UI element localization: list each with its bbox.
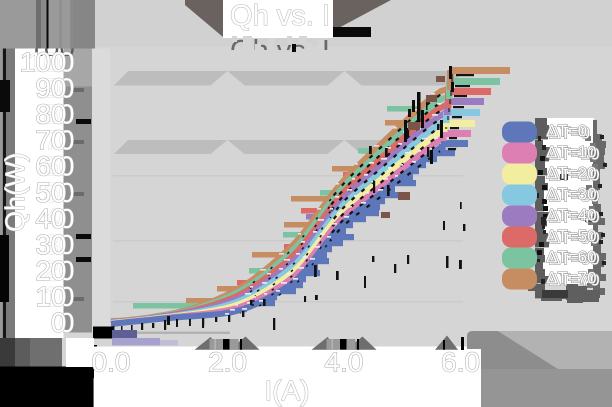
- svg-text:I(A): I(A): [264, 375, 309, 406]
- svg-text:20: 20: [35, 255, 66, 286]
- svg-text:ΔT=0: ΔT=0: [546, 122, 587, 141]
- svg-text:0: 0: [51, 307, 67, 338]
- svg-text:ΔT=40: ΔT=40: [546, 206, 597, 225]
- svg-text:ΔT=30: ΔT=30: [546, 185, 597, 204]
- svg-text:100: 100: [28, 47, 75, 78]
- svg-text:10: 10: [35, 281, 66, 312]
- svg-text:ΔT=60: ΔT=60: [546, 248, 597, 267]
- svg-text:6.0: 6.0: [441, 347, 480, 378]
- svg-text:90: 90: [43, 73, 74, 104]
- svg-text:10: 10: [43, 281, 74, 312]
- svg-text:ΔT=50: ΔT=50: [546, 227, 597, 246]
- svg-text:ΔT=20: ΔT=20: [546, 164, 597, 183]
- svg-text:100: 100: [20, 47, 67, 78]
- svg-text:ΔT=10: ΔT=10: [546, 143, 597, 162]
- svg-text:2.0: 2.0: [208, 347, 247, 378]
- svg-text:50: 50: [35, 177, 66, 208]
- svg-text:4.0: 4.0: [325, 347, 364, 378]
- svg-text:ΔT=20: ΔT=20: [549, 165, 600, 184]
- svg-text:Qh vs. I: Qh vs. I: [230, 0, 330, 32]
- svg-text:70: 70: [35, 125, 66, 156]
- svg-text:60: 60: [43, 151, 74, 182]
- svg-text:30: 30: [35, 229, 66, 260]
- svg-text:40: 40: [43, 203, 74, 234]
- svg-text:40: 40: [35, 203, 66, 234]
- svg-text:ΔT=50: ΔT=50: [549, 228, 600, 247]
- svg-text:ΔT=0: ΔT=0: [549, 123, 590, 142]
- svg-text:30: 30: [43, 229, 74, 260]
- svg-text:ΔT=70: ΔT=70: [549, 270, 600, 289]
- svg-text:Qh(W): Qh(W): [0, 153, 30, 232]
- svg-text:90: 90: [35, 73, 66, 104]
- svg-text:20: 20: [43, 255, 74, 286]
- svg-text:50: 50: [43, 177, 74, 208]
- svg-text:0: 0: [59, 307, 75, 338]
- svg-text:0.0: 0.0: [92, 347, 131, 378]
- svg-text:70: 70: [43, 125, 74, 156]
- svg-text:ΔT=70: ΔT=70: [546, 269, 597, 288]
- svg-text:ΔT=10: ΔT=10: [549, 144, 600, 163]
- svg-text:ΔT=60: ΔT=60: [549, 249, 600, 268]
- svg-text:80: 80: [43, 99, 74, 130]
- svg-text:100: 100: [28, 32, 75, 63]
- svg-text:ΔT=40: ΔT=40: [549, 207, 600, 226]
- svg-text:ΔT=30: ΔT=30: [549, 186, 600, 205]
- svg-text:60: 60: [35, 151, 66, 182]
- svg-text:80: 80: [35, 99, 66, 130]
